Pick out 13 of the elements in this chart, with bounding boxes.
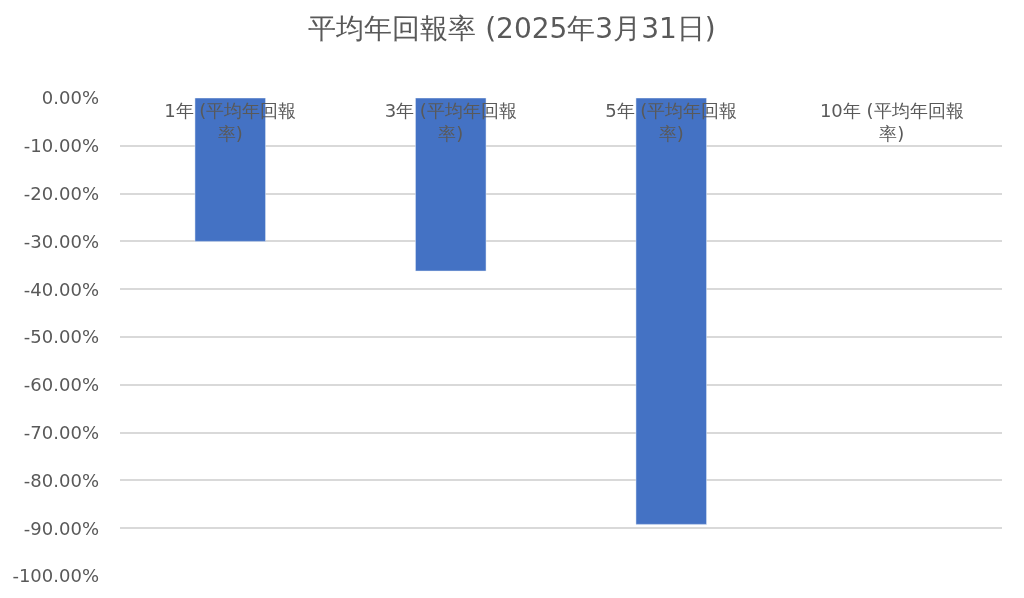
y-tick-label: -70.00% — [23, 421, 99, 443]
y-tick-label: -90.00% — [23, 517, 99, 539]
y-tick-label: -60.00% — [23, 374, 99, 396]
y-tick-label: -40.00% — [23, 278, 99, 300]
y-tick-label: -30.00% — [23, 230, 99, 252]
y-tick-label: -100.00% — [12, 565, 99, 587]
chart-title: 平均年回報率 (2025年3月31日) — [308, 11, 716, 45]
y-tick-label: -10.00% — [23, 135, 99, 157]
x-tick-label: 10年 (平均年回報率) — [819, 100, 964, 145]
y-tick-label: 0.00% — [41, 87, 99, 109]
y-tick-label: -50.00% — [23, 326, 99, 348]
y-tick-label: -20.00% — [23, 182, 99, 204]
y-tick-label: -80.00% — [23, 469, 99, 491]
